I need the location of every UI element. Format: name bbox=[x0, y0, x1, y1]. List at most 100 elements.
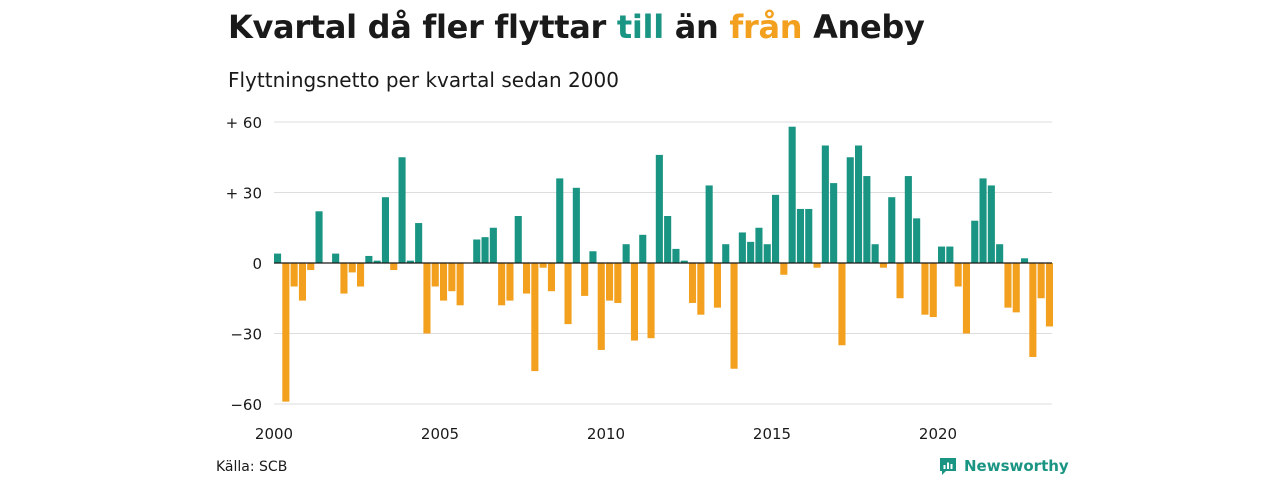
y-tick-label: −60 bbox=[230, 396, 262, 414]
bar bbox=[390, 263, 398, 271]
y-tick-label: + 30 bbox=[226, 185, 262, 203]
bar bbox=[830, 183, 838, 263]
bar bbox=[539, 263, 547, 268]
bar bbox=[1012, 263, 1020, 313]
bar bbox=[664, 216, 672, 263]
newsworthy-icon bbox=[940, 458, 956, 475]
bar bbox=[415, 223, 423, 263]
bar bbox=[606, 263, 614, 301]
bar bbox=[448, 263, 456, 292]
bar bbox=[763, 244, 771, 263]
bar bbox=[315, 211, 323, 263]
bar bbox=[896, 263, 904, 299]
bar bbox=[821, 145, 829, 263]
bar bbox=[813, 263, 821, 268]
bar bbox=[440, 263, 448, 301]
bar bbox=[863, 176, 871, 263]
bar bbox=[473, 239, 481, 263]
bar bbox=[423, 263, 431, 334]
bar bbox=[357, 263, 365, 287]
bar bbox=[888, 197, 896, 263]
bar bbox=[1037, 263, 1045, 299]
source-label: Källa: SCB bbox=[216, 459, 288, 475]
bar bbox=[838, 263, 846, 346]
bar bbox=[855, 145, 863, 263]
bar bbox=[581, 263, 589, 296]
bar bbox=[597, 263, 605, 350]
bar bbox=[373, 260, 381, 263]
bar bbox=[406, 260, 414, 263]
bar bbox=[340, 263, 348, 294]
bar bbox=[547, 263, 555, 292]
bar bbox=[738, 232, 746, 263]
bar bbox=[431, 263, 439, 287]
bar bbox=[274, 253, 282, 263]
bar bbox=[381, 197, 389, 263]
bar bbox=[713, 263, 721, 308]
bar bbox=[1029, 263, 1037, 357]
bar bbox=[672, 248, 680, 263]
bar bbox=[298, 263, 306, 301]
bar bbox=[879, 263, 887, 268]
bar bbox=[498, 263, 506, 306]
title-text: än bbox=[663, 8, 730, 46]
title-text: Kvartal då fler flyttar bbox=[228, 8, 617, 46]
bar bbox=[871, 244, 879, 263]
bar bbox=[614, 263, 622, 303]
x-tick-label: 2005 bbox=[421, 425, 459, 443]
bar bbox=[962, 263, 970, 334]
bar bbox=[796, 208, 804, 263]
bar bbox=[780, 263, 788, 275]
bar bbox=[938, 246, 946, 263]
x-tick-label: 2020 bbox=[919, 425, 957, 443]
bar bbox=[556, 178, 564, 263]
chart-area: + 60 + 30 0 −30 −60 2000 2005 2010 2015 2020 bbox=[226, 114, 1053, 443]
bar bbox=[954, 263, 962, 287]
bar bbox=[456, 263, 464, 306]
bar bbox=[531, 263, 539, 372]
bar bbox=[572, 187, 580, 263]
bar bbox=[722, 244, 730, 263]
bar bbox=[929, 263, 937, 318]
bar bbox=[365, 255, 373, 263]
bar bbox=[747, 241, 755, 263]
bar bbox=[805, 208, 813, 263]
bar bbox=[680, 260, 688, 263]
bar bbox=[987, 185, 995, 263]
bar bbox=[398, 157, 406, 263]
x-tick-label: 2000 bbox=[255, 425, 293, 443]
bar bbox=[564, 263, 572, 325]
x-tick-label: 2010 bbox=[587, 425, 625, 443]
bar bbox=[1004, 263, 1012, 308]
bar bbox=[996, 244, 1004, 263]
bar bbox=[1021, 258, 1029, 263]
bar bbox=[921, 263, 929, 315]
bar bbox=[282, 263, 290, 402]
title-text: Aneby bbox=[802, 8, 925, 46]
bar bbox=[589, 251, 597, 263]
bar bbox=[689, 263, 697, 303]
brand-logo: Newsworthy bbox=[938, 455, 1069, 477]
chart-title: Kvartal då fler flyttar till än från Ane… bbox=[228, 8, 925, 46]
y-tick-label: + 60 bbox=[226, 114, 262, 132]
bar bbox=[846, 157, 854, 263]
bar bbox=[913, 218, 921, 263]
bar bbox=[489, 227, 497, 263]
bar bbox=[788, 126, 796, 263]
bar bbox=[946, 246, 954, 263]
bar bbox=[506, 263, 514, 301]
x-tick-label: 2015 bbox=[753, 425, 791, 443]
y-tick-label: −30 bbox=[230, 326, 262, 344]
bar bbox=[655, 154, 663, 263]
bar bbox=[348, 263, 356, 273]
bar bbox=[647, 263, 655, 339]
bar bbox=[332, 253, 340, 263]
bar bbox=[290, 263, 298, 287]
bar bbox=[1045, 263, 1053, 327]
bar bbox=[514, 216, 522, 263]
bar bbox=[639, 234, 647, 263]
bar bbox=[755, 227, 763, 263]
bar bbox=[697, 263, 705, 315]
bar bbox=[622, 244, 630, 263]
brand-name: Newsworthy bbox=[964, 457, 1069, 475]
